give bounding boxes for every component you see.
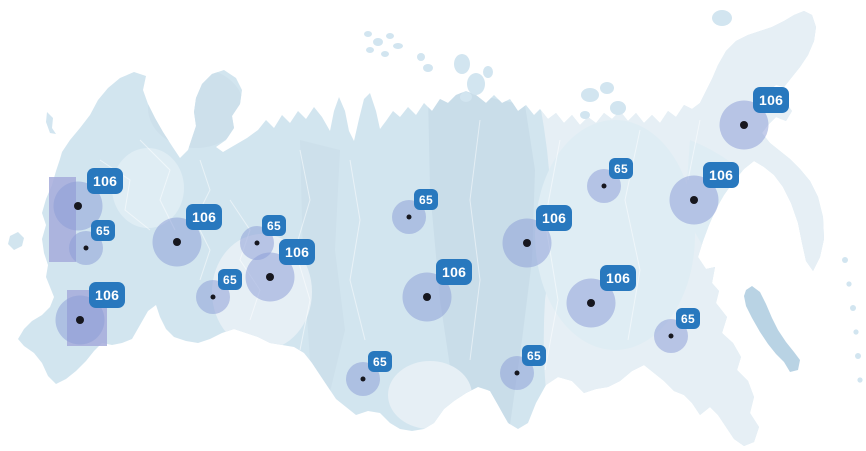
region-borders [99,119,701,371]
marker-value-badge[interactable]: 65 [262,215,286,236]
marker-dot [523,239,531,247]
marker-value-badge[interactable]: 65 [368,351,392,372]
marker-dot [210,294,216,300]
marker-value-badge[interactable]: 106 [279,239,316,265]
marker-value-badge[interactable]: 65 [91,220,115,241]
kuril-islands [842,257,863,383]
marker-dot [406,214,412,220]
region-shade-patch [428,92,535,425]
marker-dot [740,121,748,129]
marker-value-badge[interactable]: 106 [703,162,740,188]
marker-value-badge[interactable]: 65 [218,269,242,290]
wrangel-island [712,10,732,26]
region-shade-patch [112,148,184,228]
marker-dot [254,240,260,246]
marker-dot [690,196,698,204]
marker-dot [423,293,431,301]
marker-dot [587,299,595,307]
marker-dot [601,183,607,189]
marker-value-badge[interactable]: 106 [753,87,790,113]
kaliningrad-region [8,232,24,250]
marker-dot [668,333,674,339]
arctic-islands [46,10,732,134]
marker-value-badge[interactable]: 65 [522,345,546,366]
marker-value-badge[interactable]: 106 [186,204,223,230]
marker-value-badge[interactable]: 65 [609,158,633,179]
marker-dot [173,238,181,246]
marker-dot [83,245,89,251]
marker-dot [360,376,366,382]
baltic-sliver-island [46,112,56,134]
marker-value-badge[interactable]: 65 [676,308,700,329]
marker-dot [514,370,520,376]
marker-value-badge[interactable]: 106 [536,205,573,231]
marker-value-badge[interactable]: 106 [89,282,126,308]
marker-value-badge[interactable]: 106 [436,259,473,285]
marker-value-badge[interactable]: 65 [414,189,438,210]
region-shade-patch [300,140,345,392]
marker-dot [76,316,84,324]
marker-dot [266,273,274,281]
marker-value-badge[interactable]: 106 [600,265,637,291]
marker-value-badge[interactable]: 106 [87,168,124,194]
marker-dot [74,202,82,210]
sakhalin-island [744,286,800,372]
